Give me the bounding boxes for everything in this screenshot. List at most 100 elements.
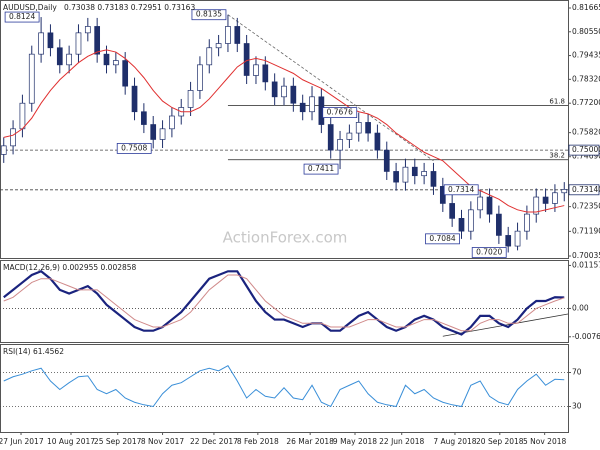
x-tick-label: 22 Jun 2018 (379, 437, 424, 446)
candle-body (383, 149, 390, 172)
annotation-label: 0.8124 (9, 12, 35, 21)
candle-body (159, 128, 166, 140)
y-tick-label: 0.81665 (572, 3, 600, 12)
panel-title: RSI(14) 61.4562 (3, 347, 64, 356)
panel-title: AUDUSD,Daily (3, 3, 57, 12)
annotation-label: 0.7020 (476, 247, 502, 256)
x-tick-label: 8 Nov 2017 (141, 437, 184, 446)
candle-body (19, 102, 26, 130)
candle-body (542, 196, 549, 204)
fib-label: 38.2 (549, 152, 565, 160)
candle-body (47, 32, 54, 49)
panel-subtitle: 0.73038 0.73183 0.72951 0.73163 (64, 3, 195, 12)
candle-body (75, 32, 82, 55)
series-line (3, 365, 565, 408)
candle-body (84, 26, 91, 34)
level-label-box (568, 144, 600, 156)
candle-body (281, 85, 287, 98)
candle-body (122, 60, 129, 87)
candle-body (309, 96, 315, 113)
annotation-box (303, 163, 339, 175)
candle-body (215, 43, 222, 49)
x-tick-label: 27 Jun 2017 (0, 437, 44, 446)
annotation-label: 0.7411 (308, 164, 334, 173)
y-tick-label: 30 (572, 402, 582, 411)
y-tick-label: 0.011571 (572, 260, 600, 269)
x-tick-label: 7 Aug 2018 (433, 437, 476, 446)
annotation-box (116, 143, 152, 154)
candle-body (514, 230, 521, 247)
macd-panel-frame (0, 260, 569, 343)
candle-body (262, 64, 269, 83)
x-tick-label: 22 Dec 2017 (190, 437, 238, 446)
annotation-label: 0.8135 (196, 10, 222, 19)
candle-body (169, 115, 175, 130)
candle-body (496, 213, 502, 236)
candle-body (552, 192, 558, 204)
x-tick-label: 9 May 2018 (333, 437, 377, 446)
candle-body (243, 43, 250, 76)
x-tick-label: 8 Feb 2018 (237, 437, 279, 446)
candle-body (327, 124, 334, 151)
x-tick-label: 5 Nov 2018 (523, 437, 566, 446)
y-tick-label: -0.007634 (572, 332, 600, 341)
candle-body (374, 132, 381, 151)
y-tick-label: 0.75820 (572, 128, 600, 137)
candle-body (458, 218, 465, 232)
candle-body (271, 81, 278, 98)
y-tick-label: 0.77200 (572, 98, 600, 107)
y-tick-label: 0.80550 (572, 27, 600, 36)
y-tick-label: 0.78320 (572, 74, 600, 83)
candle-body (131, 85, 138, 113)
candle-body (337, 139, 343, 151)
candle-body (533, 196, 540, 215)
candle-body (141, 111, 147, 125)
candle-body (10, 128, 16, 147)
y-tick-label: 0.74690 (572, 152, 600, 161)
annotation-box (322, 107, 358, 118)
fib-label: 61.8 (549, 97, 565, 105)
annotation-box (191, 9, 227, 21)
x-tick-label: 10 Aug 2017 (47, 437, 95, 446)
candle-body (66, 53, 72, 66)
candle-body (477, 196, 484, 211)
level-label: 0.75000 (572, 145, 600, 154)
candle-body (393, 171, 399, 183)
level-label-box (568, 184, 600, 196)
y-tick-label: 0.79435 (572, 51, 600, 60)
series-line (3, 274, 565, 332)
watermark: ActionForex.com (223, 229, 348, 247)
annotation-label: 0.7508 (121, 143, 147, 152)
annotation-label: 0.7314 (448, 185, 474, 194)
candle-body (253, 64, 259, 76)
y-tick-label: 0.72350 (572, 202, 600, 211)
candle-body (112, 60, 119, 66)
x-tick-label: 20 Sep 2018 (476, 437, 524, 446)
trendline (227, 14, 434, 162)
candle-body (187, 90, 194, 108)
series-line (3, 270, 565, 336)
candle-body (365, 122, 371, 134)
candle-body (0, 145, 7, 155)
candle-body (103, 53, 110, 66)
x-tick-label: 25 Sep 2017 (94, 437, 142, 446)
y-tick-label: 0.71190 (572, 226, 600, 235)
candle-body (56, 47, 63, 66)
candle-body (524, 213, 530, 232)
y-tick-label: 0.70035 (572, 251, 600, 260)
annotation-box (4, 11, 40, 23)
candle-body (449, 203, 456, 219)
candle-body (225, 26, 231, 44)
candle-body (299, 102, 306, 113)
candle-body (430, 171, 437, 187)
candle-body (486, 196, 493, 215)
candle-body (421, 171, 427, 177)
x-tick-label: 26 Mar 2018 (286, 437, 334, 446)
y-tick-label: 70 (572, 368, 582, 377)
candle-body (402, 166, 409, 183)
candle-body (467, 209, 474, 232)
annotation-box (443, 184, 479, 196)
annotation-label: 0.7084 (429, 234, 455, 243)
